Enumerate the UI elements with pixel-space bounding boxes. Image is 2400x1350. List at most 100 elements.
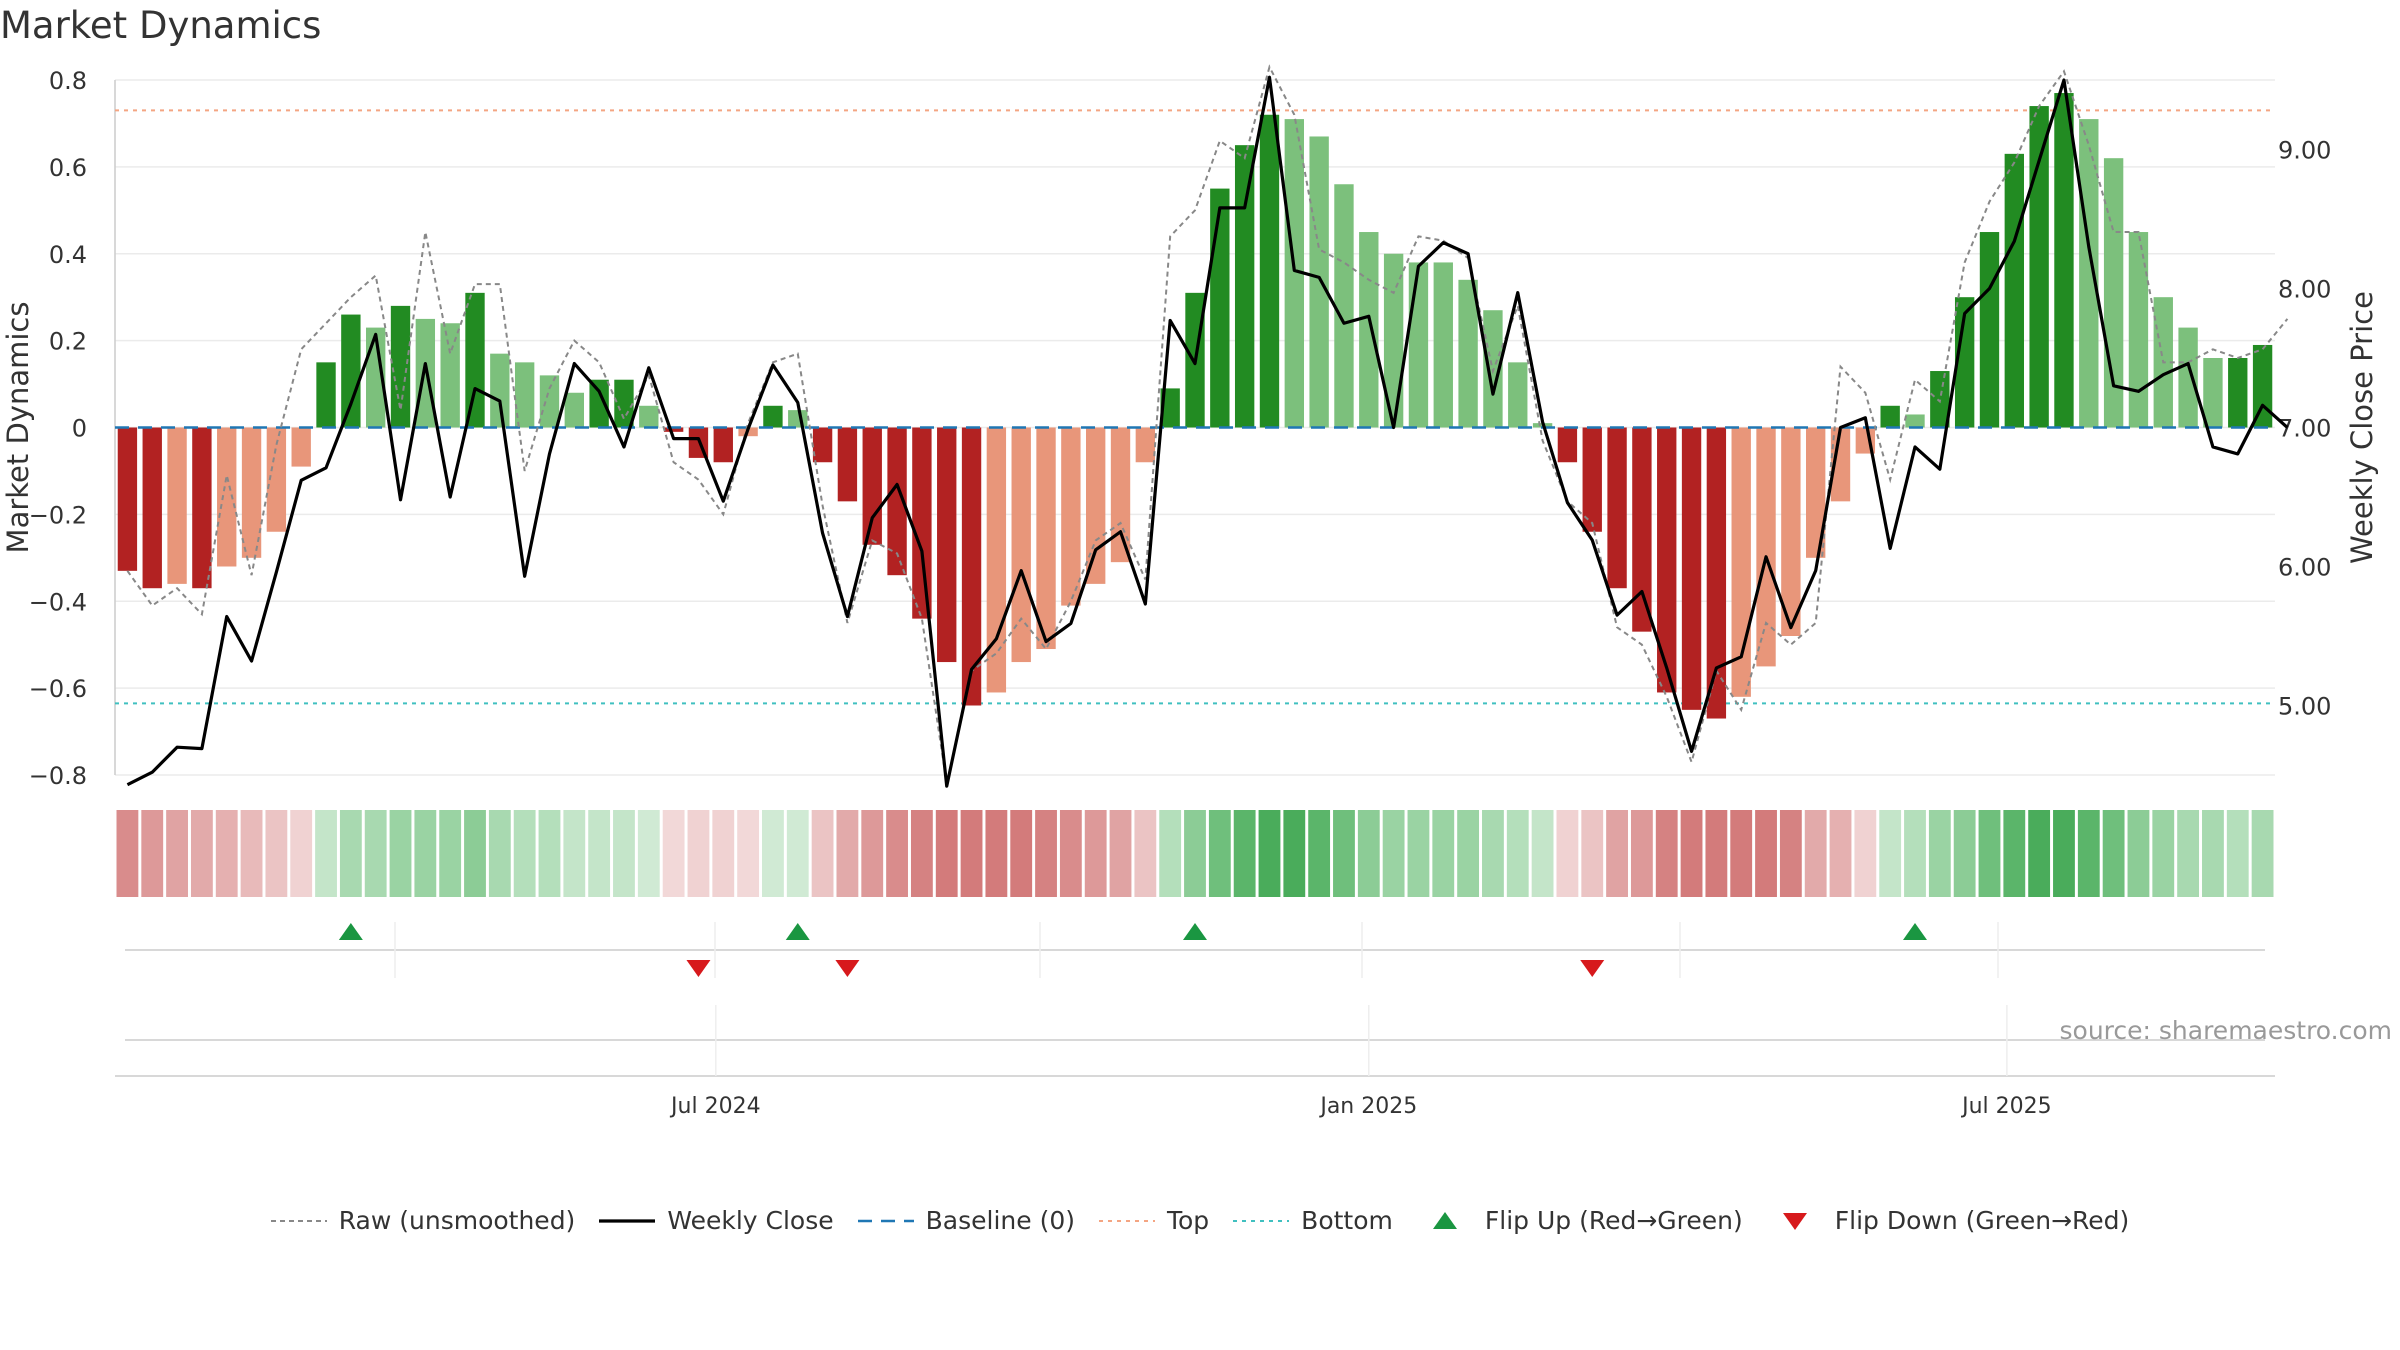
strip-cell bbox=[1779, 810, 1802, 897]
strip-cell bbox=[1308, 810, 1331, 897]
strip-cell bbox=[141, 810, 164, 897]
bar bbox=[1160, 388, 1180, 428]
strip-cell bbox=[166, 810, 188, 897]
strip-cell bbox=[1283, 810, 1306, 897]
strip-cell bbox=[1208, 810, 1231, 897]
strip-cell bbox=[116, 810, 139, 897]
strip-cell bbox=[1333, 810, 1355, 897]
bar bbox=[1458, 279, 1478, 428]
bar bbox=[167, 427, 187, 584]
strip-cell bbox=[2077, 810, 2100, 897]
strip-cell bbox=[613, 810, 635, 897]
bar bbox=[1334, 184, 1354, 428]
bar bbox=[763, 405, 783, 428]
legend-item: Flip Down (Green→Red) bbox=[1767, 1206, 2130, 1235]
chart-title: Market Dynamics bbox=[0, 4, 322, 47]
bar bbox=[316, 362, 336, 428]
strip-cell bbox=[1109, 810, 1132, 897]
y-tick-label: 0.8 bbox=[49, 67, 87, 95]
strip-cell bbox=[2251, 810, 2274, 897]
bar bbox=[961, 427, 982, 706]
bar bbox=[1359, 232, 1379, 428]
strip-cell bbox=[2028, 810, 2051, 897]
strip-cell bbox=[910, 810, 933, 897]
strip-cell bbox=[1854, 810, 1877, 897]
strip-cell bbox=[588, 810, 611, 897]
strip-cell bbox=[414, 810, 437, 897]
strip-cell bbox=[1035, 810, 1057, 897]
flip-up-marker bbox=[1183, 923, 1207, 940]
bar bbox=[887, 427, 907, 576]
strip-cell bbox=[1258, 810, 1281, 897]
y-tick-label: 0.4 bbox=[49, 241, 87, 269]
strip-cell bbox=[935, 810, 958, 897]
strip-cell bbox=[2226, 810, 2249, 897]
legend: Raw (unsmoothed) Weekly Close Baseline (0)… bbox=[0, 1206, 2400, 1235]
strip-cell bbox=[488, 810, 511, 897]
flip-down-marker bbox=[835, 960, 860, 977]
strip-cell bbox=[836, 810, 859, 897]
strip-cell bbox=[1705, 810, 1728, 897]
strip-cell bbox=[1556, 810, 1579, 897]
strip-cell bbox=[786, 810, 809, 897]
bar bbox=[862, 427, 882, 545]
strip-cell bbox=[2003, 810, 2026, 897]
bar bbox=[390, 305, 411, 428]
strip-cell bbox=[1531, 810, 1554, 897]
bar bbox=[1607, 427, 1627, 589]
bar bbox=[2252, 344, 2273, 428]
y2-axis-label: Weekly Close Price bbox=[2345, 291, 2379, 564]
strip-cell bbox=[1953, 810, 1976, 897]
bar bbox=[1011, 427, 1031, 663]
strip-cell bbox=[1630, 810, 1653, 897]
bar bbox=[1508, 362, 1528, 428]
bar bbox=[589, 379, 609, 428]
strip-cell bbox=[861, 810, 884, 897]
strip-cell bbox=[1184, 810, 1206, 897]
bar bbox=[2079, 119, 2099, 428]
bar bbox=[1681, 427, 1702, 710]
strip-cell bbox=[886, 810, 908, 897]
bar bbox=[614, 379, 634, 428]
bar bbox=[539, 375, 560, 428]
strip-cell bbox=[339, 810, 362, 897]
y-axis-label: Market Dynamics bbox=[1, 302, 35, 554]
source-label: source: sharemaestro.com bbox=[2059, 1016, 2393, 1045]
y2-tick-label: 9.00 bbox=[2278, 137, 2331, 165]
strip-cell bbox=[215, 810, 238, 897]
bar bbox=[812, 427, 833, 463]
flip-down-marker bbox=[1580, 960, 1605, 977]
strip-cell bbox=[538, 810, 561, 897]
bar bbox=[1210, 188, 1230, 428]
bar bbox=[514, 362, 535, 428]
strip-cell bbox=[1655, 810, 1678, 897]
y2-tick-label: 6.00 bbox=[2278, 554, 2331, 582]
legend-label: Baseline (0) bbox=[925, 1206, 1075, 1235]
strip-cell bbox=[1159, 810, 1182, 897]
bar bbox=[1036, 427, 1056, 650]
legend-label: Bottom bbox=[1301, 1206, 1393, 1235]
strip-cell bbox=[811, 810, 834, 897]
bar bbox=[2054, 93, 2074, 428]
bar bbox=[663, 427, 684, 432]
legend-label: Flip Down (Green→Red) bbox=[1834, 1206, 2130, 1235]
strip-cell bbox=[2177, 810, 2200, 897]
flip-up-marker bbox=[338, 923, 363, 940]
bar bbox=[1408, 262, 1429, 428]
y-tick-label: 0.6 bbox=[49, 154, 87, 182]
bar bbox=[912, 427, 932, 619]
bar bbox=[1632, 427, 1652, 632]
bar bbox=[1781, 427, 1801, 636]
bar bbox=[415, 318, 436, 428]
bar bbox=[2178, 327, 2198, 428]
flip-up-marker bbox=[1903, 923, 1927, 940]
bar bbox=[986, 427, 1007, 693]
bar bbox=[490, 353, 510, 428]
bar bbox=[1259, 114, 1280, 428]
bar bbox=[1954, 297, 1975, 428]
bar bbox=[440, 323, 460, 428]
strip-cell bbox=[1432, 810, 1455, 897]
bar bbox=[1830, 427, 1851, 502]
strip-cell bbox=[1928, 810, 1951, 897]
legend-symbol bbox=[599, 1218, 656, 1223]
